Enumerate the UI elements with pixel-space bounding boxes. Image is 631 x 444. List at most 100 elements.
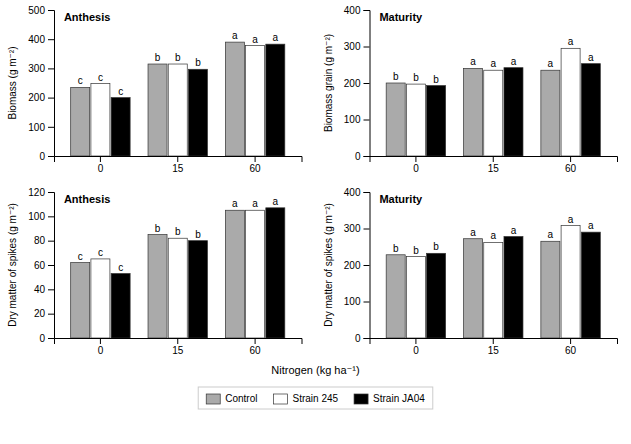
annotation: a (273, 196, 279, 207)
tick-label: 0 (413, 163, 419, 174)
bar (225, 42, 244, 156)
x-axis: 01560 (370, 338, 618, 356)
panel-title: Anthesis (64, 193, 110, 205)
tick: 0 (355, 333, 370, 344)
tick: 100 (28, 211, 54, 222)
annotation: b (393, 71, 399, 82)
bars (71, 208, 285, 338)
tick: 80 (34, 235, 54, 246)
annotation: b (413, 245, 419, 256)
tick-mark (177, 338, 178, 344)
tick-label: 400 (344, 5, 361, 16)
tick: 60 (565, 338, 577, 356)
axis-line (370, 339, 618, 345)
tick-mark (493, 156, 494, 162)
tick: 20 (34, 308, 54, 319)
bar (504, 68, 523, 156)
tick-mark (364, 120, 370, 121)
tick-label: 60 (250, 345, 262, 356)
tick-mark (100, 156, 101, 162)
annotation: a (568, 36, 574, 47)
annotation: a (490, 230, 496, 241)
annotation: b (195, 57, 201, 68)
tick: 200 (344, 260, 370, 271)
legend-swatch (273, 394, 287, 404)
tick-label: 100 (28, 122, 45, 133)
panel: cbacbacba010020030040050001560Biomass (g… (7, 5, 302, 174)
bar (386, 255, 405, 338)
annotation: a (232, 198, 238, 209)
bar (168, 238, 187, 338)
y-axis-title: Dry matter of spikes (g m⁻²) (323, 203, 334, 327)
annotations: cbacbacba (78, 196, 279, 273)
tick: 200 (344, 78, 370, 89)
tick: 15 (488, 156, 500, 174)
annotation: a (252, 34, 258, 45)
tick-label: 60 (250, 163, 262, 174)
annotation: b (433, 241, 439, 252)
tick-mark (48, 127, 54, 128)
tick-mark (493, 338, 494, 344)
tick-mark (48, 10, 54, 11)
bar (427, 86, 446, 156)
tick-label: 400 (344, 187, 361, 198)
annotation: a (232, 30, 238, 41)
bars (71, 42, 285, 156)
tick-mark (364, 338, 370, 339)
tick-label: 100 (28, 211, 45, 222)
tick: 0 (39, 151, 54, 162)
bar (541, 241, 560, 338)
annotation: a (273, 32, 279, 43)
annotation: b (175, 52, 181, 63)
annotation: a (490, 58, 496, 69)
figure: cbacbacba010020030040050001560Biomass (g… (0, 0, 631, 444)
bar (148, 235, 167, 338)
tick-mark (364, 156, 370, 157)
x-axis: 01560 (55, 156, 303, 174)
y-axis: 0100200300400500 (28, 5, 54, 162)
annotation: a (252, 198, 258, 209)
annotation: c (118, 86, 123, 97)
legend: ControlStrain 245Strain JA04 (198, 387, 433, 409)
tick: 0 (98, 338, 104, 356)
bar (464, 68, 483, 156)
axis-line (55, 157, 303, 163)
legend-label: Control (225, 393, 257, 404)
bar (246, 46, 265, 156)
x-axis-title: Nitrogen (kg ha⁻¹) (271, 364, 359, 376)
tick: 0 (98, 156, 104, 174)
tick-label: 60 (565, 163, 577, 174)
tick-mark (570, 338, 571, 344)
tick: 60 (250, 156, 262, 174)
panel-title: Anthesis (64, 11, 110, 23)
annotations: cbacbacba (78, 30, 279, 96)
bar (71, 87, 90, 156)
tick: 400 (344, 5, 370, 16)
tick-mark (570, 156, 571, 162)
tick-mark (48, 39, 54, 40)
tick: 300 (344, 223, 370, 234)
x-axis: 0 15 60 (370, 156, 618, 174)
y-axis: 0100200300400 (344, 5, 370, 162)
bar (91, 84, 110, 156)
tick-mark (48, 338, 54, 339)
tick-mark (48, 98, 54, 99)
legend-swatch (206, 394, 220, 404)
tick-label: 0 (355, 333, 361, 344)
annotation: a (588, 52, 594, 63)
annotation: b (413, 72, 419, 83)
tick-mark (364, 265, 370, 266)
annotation: a (588, 220, 594, 231)
tick-mark (48, 156, 54, 157)
bar (464, 239, 483, 338)
legend-item: Strain 245 (273, 393, 338, 404)
bar (406, 257, 425, 338)
tick: 60 (250, 338, 262, 356)
legend-label: Strain 245 (292, 393, 338, 404)
bar (561, 226, 580, 338)
tick: 40 (34, 284, 54, 295)
tick-mark (48, 192, 54, 193)
panel: cbacbacba02040608010012001560Dry matter … (7, 187, 302, 356)
bar (406, 84, 425, 156)
tick-label: 20 (34, 308, 46, 319)
